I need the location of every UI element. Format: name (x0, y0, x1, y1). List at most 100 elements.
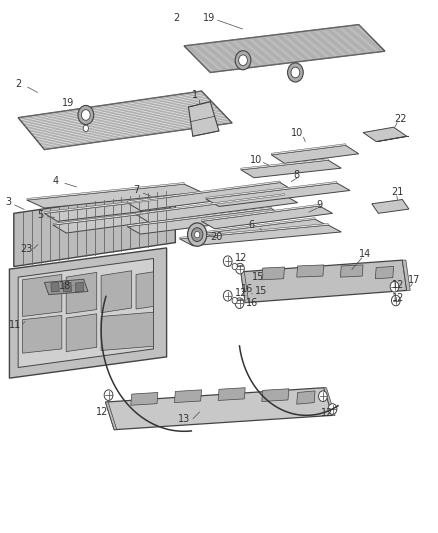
Polygon shape (18, 91, 232, 150)
Polygon shape (136, 272, 153, 309)
Circle shape (288, 63, 303, 82)
Polygon shape (44, 200, 171, 221)
Text: 5: 5 (37, 211, 43, 221)
Polygon shape (218, 387, 245, 400)
Polygon shape (403, 260, 410, 290)
Text: 15: 15 (252, 272, 265, 282)
Polygon shape (201, 204, 319, 221)
Polygon shape (131, 392, 158, 405)
Text: 12: 12 (235, 253, 247, 263)
Circle shape (235, 51, 251, 70)
Polygon shape (363, 127, 407, 142)
Polygon shape (297, 265, 324, 277)
Polygon shape (324, 387, 335, 415)
Polygon shape (66, 314, 97, 352)
Text: 8: 8 (293, 169, 300, 180)
Circle shape (191, 228, 203, 241)
Circle shape (318, 391, 327, 401)
Circle shape (291, 67, 300, 78)
Circle shape (390, 281, 399, 292)
Text: 10: 10 (251, 155, 263, 165)
Circle shape (223, 256, 232, 266)
Circle shape (78, 106, 94, 125)
Polygon shape (206, 181, 337, 199)
Polygon shape (75, 282, 84, 292)
Polygon shape (44, 279, 88, 295)
Polygon shape (180, 223, 328, 239)
Polygon shape (14, 189, 175, 266)
Polygon shape (101, 271, 132, 313)
Polygon shape (127, 181, 280, 203)
Text: 11: 11 (9, 320, 21, 330)
Polygon shape (101, 312, 153, 351)
Polygon shape (27, 182, 184, 200)
Polygon shape (372, 199, 409, 213)
Circle shape (187, 223, 207, 246)
Text: 18: 18 (59, 281, 71, 291)
Text: 13: 13 (178, 414, 190, 424)
Polygon shape (18, 259, 153, 368)
Circle shape (81, 110, 90, 120)
Polygon shape (22, 316, 62, 353)
Text: 12: 12 (321, 408, 333, 418)
Text: 16: 16 (246, 297, 258, 308)
Polygon shape (66, 272, 97, 314)
Polygon shape (262, 389, 289, 401)
Polygon shape (127, 208, 285, 234)
Polygon shape (272, 146, 359, 164)
Polygon shape (188, 102, 219, 136)
Text: 15: 15 (255, 286, 268, 296)
Polygon shape (201, 206, 332, 229)
Polygon shape (340, 265, 363, 277)
Text: 19: 19 (203, 13, 215, 23)
Polygon shape (127, 207, 272, 227)
Text: 12: 12 (392, 293, 404, 303)
Circle shape (239, 55, 247, 66)
Polygon shape (375, 266, 394, 279)
Polygon shape (106, 387, 332, 430)
Polygon shape (106, 402, 117, 430)
Text: 12: 12 (96, 407, 109, 417)
Circle shape (236, 263, 244, 274)
Polygon shape (10, 248, 166, 378)
Text: 7: 7 (133, 185, 139, 196)
Text: 6: 6 (249, 220, 255, 230)
Polygon shape (44, 198, 158, 213)
Text: 20: 20 (211, 232, 223, 243)
Circle shape (328, 403, 337, 414)
Polygon shape (376, 136, 409, 142)
Circle shape (232, 263, 237, 270)
Text: 12: 12 (235, 288, 247, 298)
Text: 2: 2 (173, 13, 180, 23)
Polygon shape (297, 391, 315, 404)
Polygon shape (136, 193, 285, 214)
Circle shape (235, 298, 244, 309)
Text: 1: 1 (192, 90, 198, 100)
Polygon shape (63, 282, 71, 292)
Polygon shape (262, 267, 285, 280)
Circle shape (232, 297, 237, 304)
Text: 10: 10 (290, 127, 303, 138)
Polygon shape (136, 195, 297, 222)
Text: 12: 12 (392, 280, 404, 290)
Polygon shape (53, 213, 162, 233)
Polygon shape (51, 282, 59, 292)
Text: 19: 19 (62, 98, 74, 108)
Polygon shape (180, 225, 341, 246)
Polygon shape (241, 160, 341, 177)
Text: 14: 14 (359, 249, 371, 259)
Polygon shape (27, 184, 201, 208)
Text: 23: 23 (20, 245, 32, 254)
Text: 17: 17 (408, 276, 421, 285)
Text: 22: 22 (394, 114, 406, 124)
Text: 2: 2 (15, 79, 21, 89)
Polygon shape (206, 183, 350, 206)
Text: 21: 21 (391, 187, 403, 197)
Polygon shape (174, 390, 201, 402)
Text: 4: 4 (52, 176, 58, 187)
Polygon shape (53, 212, 149, 225)
Polygon shape (241, 260, 407, 303)
Polygon shape (241, 159, 328, 169)
Polygon shape (201, 219, 328, 240)
Polygon shape (272, 144, 346, 155)
